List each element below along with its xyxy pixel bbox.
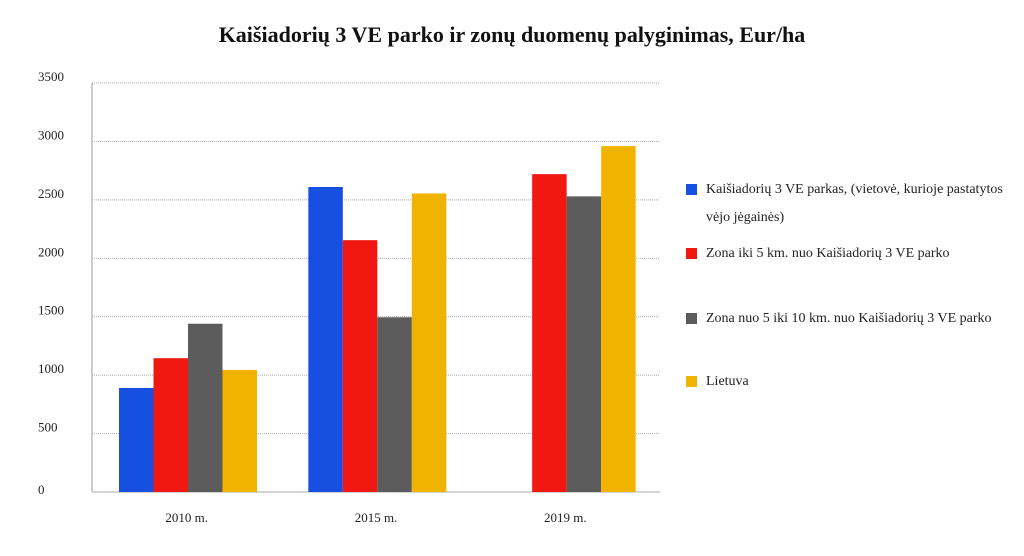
legend-swatch — [686, 248, 697, 259]
legend-item: Zona iki 5 km. nuo Kaišiadorių 3 VE park… — [686, 240, 1008, 268]
legend-label: Zona iki 5 km. nuo Kaišiadorių 3 VE park… — [706, 246, 950, 261]
legend-item: Lietuva — [686, 368, 1008, 396]
y-tick-label: 3000 — [38, 127, 64, 142]
legend-swatch — [686, 376, 697, 387]
bar — [411, 193, 447, 492]
legend-item: Kaišiadorių 3 VE parkas, (vietovė, kurio… — [686, 176, 1008, 232]
legend-swatch — [686, 184, 697, 195]
bar — [601, 146, 636, 493]
y-tick-label: 3500 — [38, 69, 64, 84]
chart-title: Kaišiadorių 3 VE parko ir zonų duomenų p… — [218, 22, 806, 47]
bar — [566, 196, 602, 492]
bar — [188, 323, 223, 492]
y-tick-label: 1500 — [38, 303, 64, 318]
legend-label: Lietuva — [706, 374, 749, 389]
x-tick-label: 2015 m. — [355, 510, 398, 525]
bar — [222, 369, 257, 492]
bar — [377, 317, 412, 492]
legend-label: Zona nuo 5 iki 10 km. nuo Kaišiadorių 3 … — [706, 311, 992, 326]
bar — [532, 174, 567, 493]
bar — [308, 187, 343, 492]
y-tick-label: 1000 — [38, 361, 64, 376]
y-tick-label: 2500 — [38, 186, 64, 201]
y-tick-label: 0 — [38, 482, 45, 497]
legend-label: Kaišiadorių 3 VE parkas, (vietovė, kurio… — [706, 182, 1003, 225]
y-tick-label: 2000 — [38, 244, 64, 259]
bar — [119, 387, 154, 492]
bar — [153, 358, 188, 492]
legend-item: Zona nuo 5 iki 10 km. nuo Kaišiadorių 3 … — [686, 305, 1008, 333]
legend-swatch — [686, 313, 697, 324]
y-tick-label: 500 — [38, 420, 58, 435]
x-tick-label: 2019 m. — [544, 510, 587, 525]
bar — [342, 240, 378, 492]
x-tick-label: 2010 m. — [165, 510, 208, 525]
